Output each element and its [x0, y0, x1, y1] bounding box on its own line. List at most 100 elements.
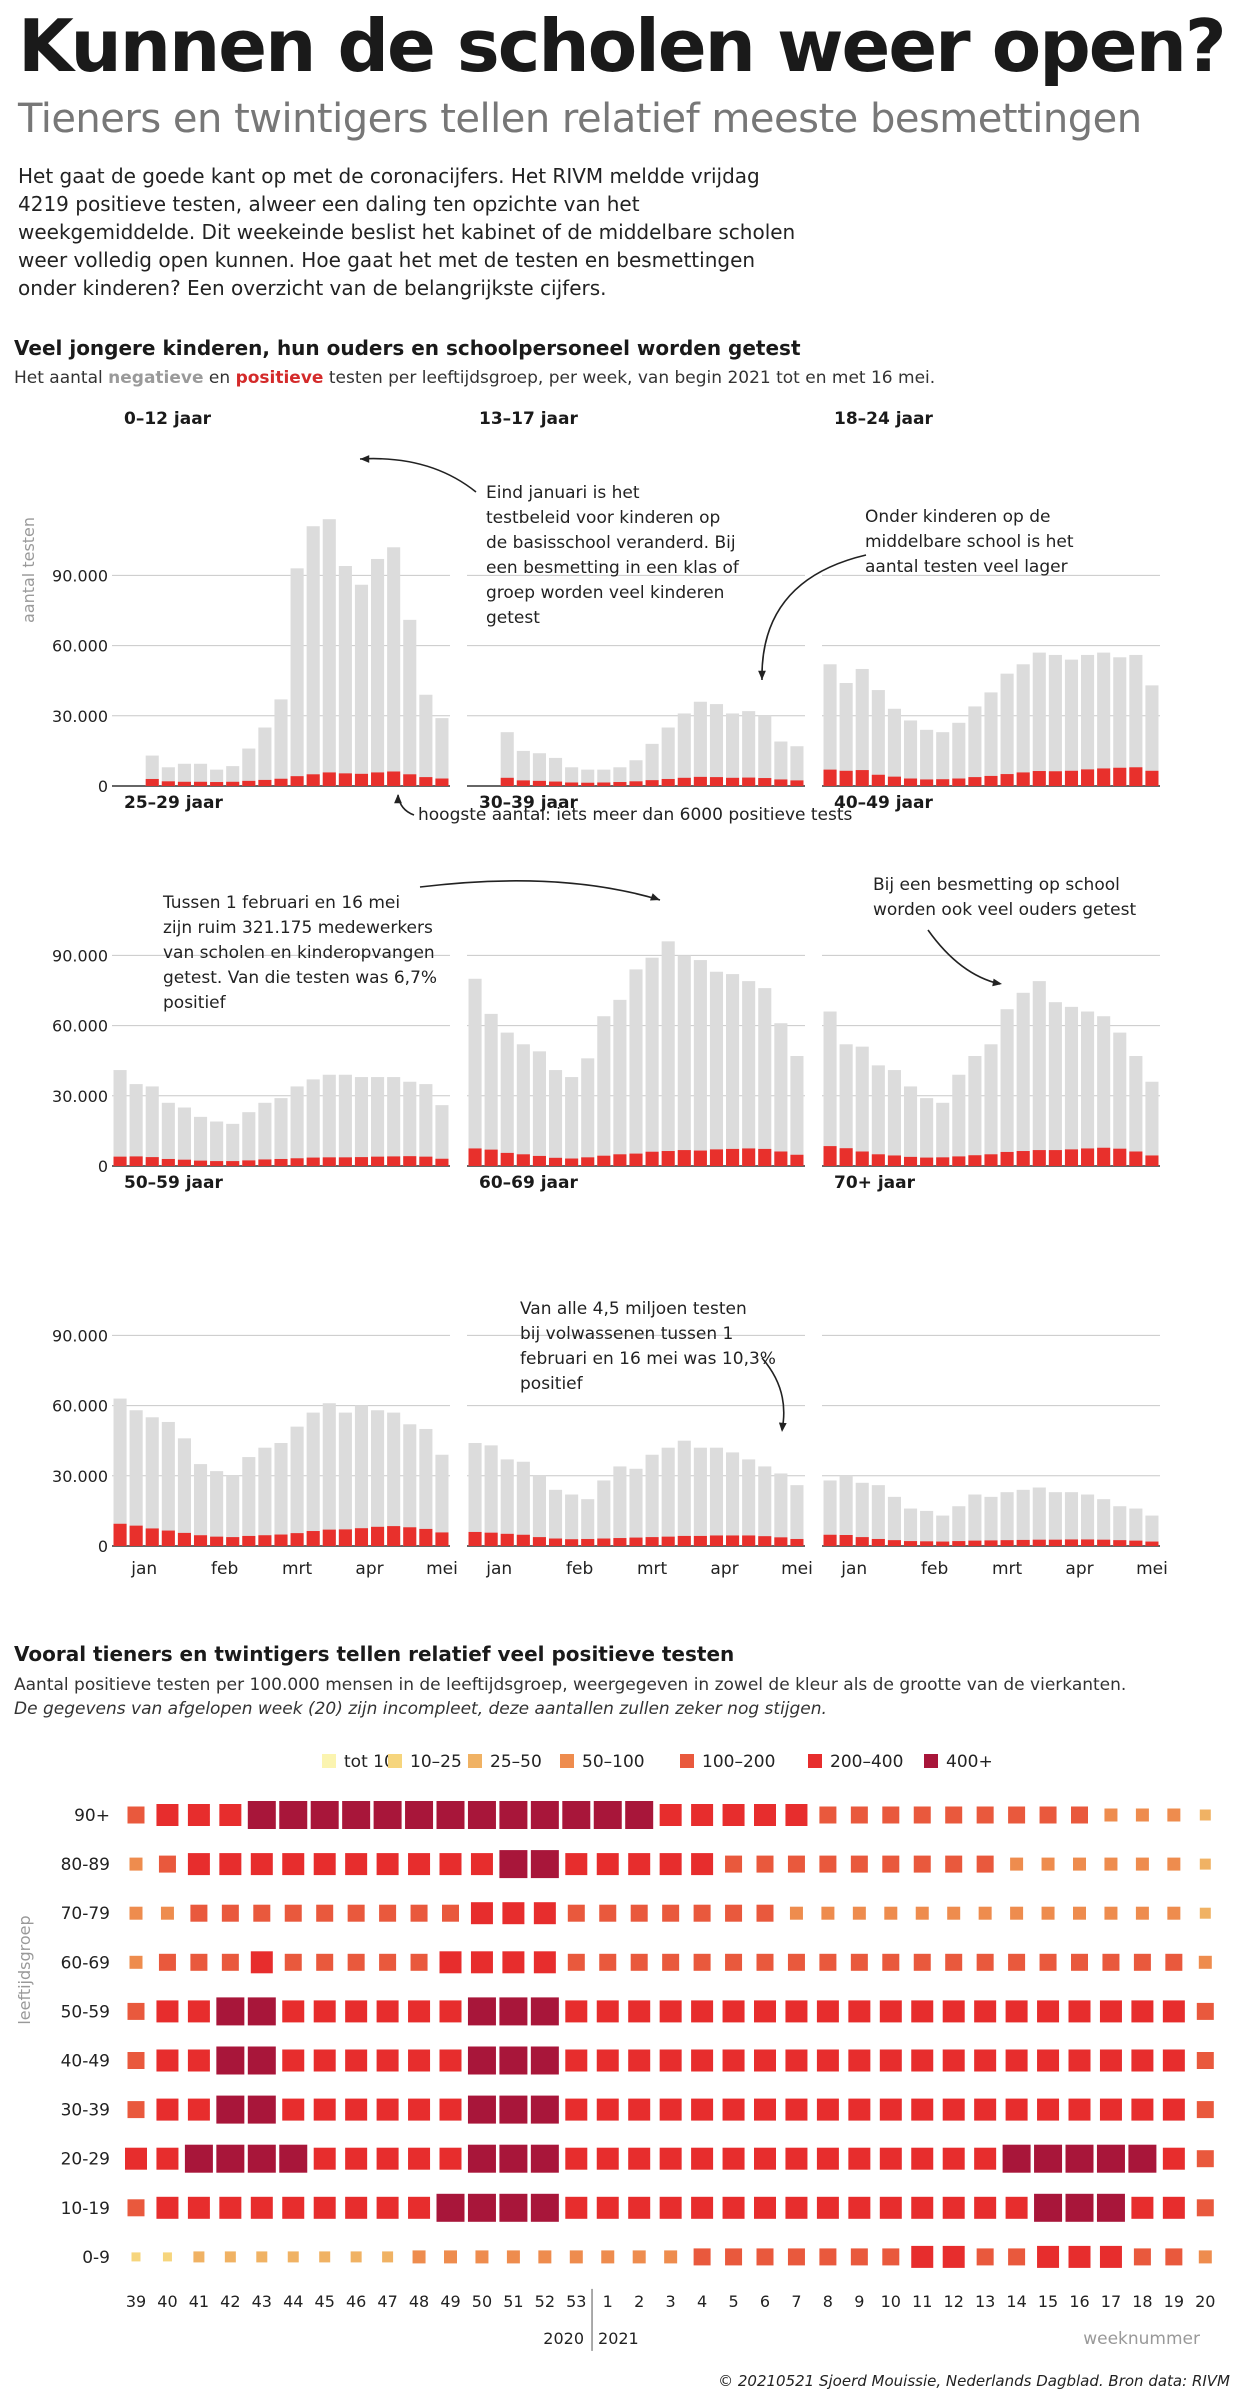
heat-cell: [507, 2250, 520, 2263]
bar-negative: [307, 526, 320, 786]
bar-negative: [952, 1075, 965, 1166]
legend-item: 25–50: [468, 1752, 542, 1772]
bar-positive: [952, 1541, 965, 1546]
bar-negative: [355, 1077, 368, 1166]
heat-cell: [628, 1853, 650, 1875]
annotation-testbeleid-line: de basisschool veranderd. Bij: [486, 533, 736, 553]
heat-cell: [499, 1997, 527, 2025]
annotation-ouders-line: Bij een besmetting op school: [873, 875, 1120, 895]
heat-cell: [723, 2197, 745, 2219]
bar-negative: [952, 723, 965, 786]
bar-positive: [1017, 1151, 1030, 1166]
heat-cell: [914, 1807, 931, 1824]
bar-positive: [790, 780, 803, 786]
bar-positive: [888, 1540, 901, 1546]
heat-cell: [279, 2145, 307, 2173]
heat-cell: [345, 2099, 367, 2121]
bar-positive: [501, 778, 514, 786]
bar-positive: [371, 1157, 384, 1166]
heat-cell: [723, 2000, 745, 2022]
bar-negative: [662, 941, 675, 1166]
heat-cell: [1100, 2050, 1122, 2072]
bar-positive: [323, 1157, 336, 1166]
legend-item: tot 10: [322, 1752, 395, 1772]
credits: © 20210521 Sjoerd Mouissie, Nederlands D…: [718, 2372, 1230, 2390]
heat-cell: [628, 2000, 650, 2022]
heat-cell: [1040, 1807, 1057, 1824]
heat-cell: [377, 1853, 399, 1875]
panel-title: 13–17 jaar: [479, 409, 579, 429]
bar-negative: [774, 1473, 787, 1546]
bar-negative: [678, 1441, 691, 1546]
bar-positive: [274, 1159, 287, 1166]
heat-cell: [1167, 1907, 1180, 1920]
bar-positive: [726, 1149, 739, 1166]
heat-cell: [974, 2099, 996, 2121]
heat-cell: [691, 2197, 713, 2219]
week-label: 53: [566, 2292, 586, 2311]
heat-cell: [851, 1807, 868, 1824]
legend-label: 25–50: [490, 1752, 542, 1772]
heat-cell: [468, 1801, 496, 1829]
legend-label: 10–25: [410, 1752, 462, 1772]
heat-cell: [754, 2000, 776, 2022]
bar-negative: [1097, 653, 1110, 786]
arrowhead-testbeleid: [360, 455, 369, 463]
bar-positive: [984, 1540, 997, 1546]
heat-cell: [279, 1801, 307, 1829]
heat-cell: [216, 2096, 244, 2124]
bar-negative: [178, 1438, 191, 1546]
heat-cell: [882, 1856, 899, 1873]
heat-cell: [1104, 1809, 1117, 1822]
heat-cell: [1097, 2194, 1125, 2222]
bar-negative: [242, 749, 255, 786]
week-label: 44: [283, 2292, 303, 2311]
bar-positive: [323, 1530, 336, 1546]
heat-cell: [943, 2246, 965, 2268]
age-group-label: 50-59: [61, 2002, 110, 2022]
heat-cell: [723, 2099, 745, 2121]
bar-positive: [613, 1154, 626, 1166]
heat-cell: [882, 1807, 899, 1824]
heat-cell: [159, 1954, 176, 1971]
bar-negative: [856, 1047, 869, 1166]
bar-negative: [678, 713, 691, 786]
heat-cell: [156, 2099, 178, 2121]
panel-5: 40–49 jaar: [822, 793, 1160, 1166]
heat-cell: [377, 2000, 399, 2022]
heat-cell: [468, 2145, 496, 2173]
bar-negative: [210, 1471, 223, 1546]
bar-positive: [114, 1157, 127, 1166]
heat-cell: [817, 2099, 839, 2121]
bar-positive: [419, 1529, 432, 1546]
bar-positive: [1081, 769, 1094, 786]
age-group-label: 10-19: [61, 2199, 110, 2219]
bar-negative: [984, 692, 997, 786]
heat-cell: [1042, 1858, 1055, 1871]
heat-cell: [974, 2050, 996, 2072]
bar-positive: [469, 1148, 482, 1166]
heat-cell: [499, 2096, 527, 2124]
bar-negative: [629, 969, 642, 1166]
panel-title: 70+ jaar: [834, 1173, 916, 1193]
heat-cell: [531, 1997, 559, 2025]
bar-positive: [824, 1146, 837, 1166]
bar-negative: [1001, 1009, 1014, 1166]
heat-cell: [1034, 2145, 1062, 2173]
bar-positive: [435, 1159, 448, 1166]
bar-positive: [1081, 1148, 1094, 1166]
heat-cell: [943, 2000, 965, 2022]
heat-cell: [251, 1853, 273, 1875]
heat-cell: [1200, 1908, 1211, 1919]
bar-positive: [565, 1159, 578, 1166]
y-axis-label: aantal testen: [19, 517, 38, 623]
heat-cell: [754, 2148, 776, 2170]
bar-positive: [774, 779, 787, 786]
bar-negative: [597, 1016, 610, 1166]
bar-negative: [258, 1448, 271, 1546]
year-label-2020: 2020: [543, 2329, 584, 2348]
heat-cell: [911, 2148, 933, 2170]
heat-cell: [848, 2099, 870, 2121]
y-tick-label: 90.000: [52, 1326, 108, 1345]
bar-negative: [613, 1000, 626, 1166]
